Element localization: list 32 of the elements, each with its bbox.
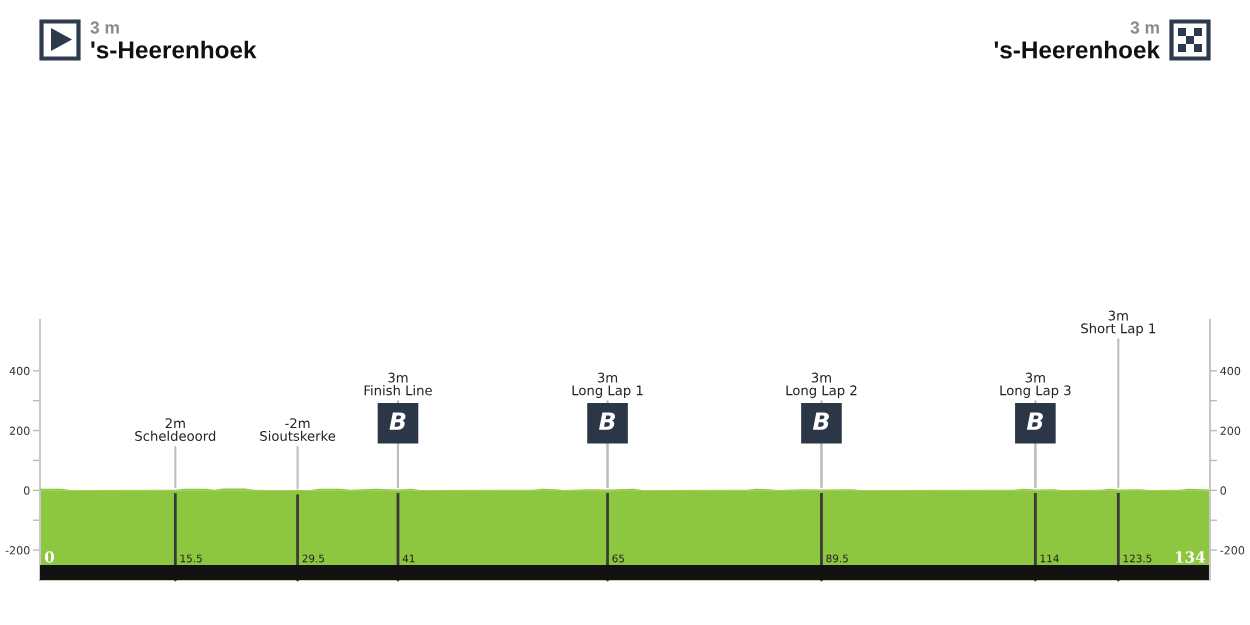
annotation: B <box>389 412 406 430</box>
y-tick-label: 400 <box>9 366 30 376</box>
ref-line-label: 123.5 <box>1123 554 1152 563</box>
annotation: B <box>1026 412 1043 430</box>
annotation: 3m Long Lap 3 <box>1000 372 1071 398</box>
ref-line-label: 65 <box>612 554 625 563</box>
y2-tick-label: 400 <box>1220 366 1241 376</box>
ref-line-label: 15.5 <box>180 554 202 563</box>
y2-tick-label: -200 <box>1220 546 1245 555</box>
y2-tick-label: 200 <box>1220 426 1241 435</box>
annotation: 0 <box>44 551 55 563</box>
annotation: 2m Scheldeoord <box>135 418 216 441</box>
y-tick-label: 200 <box>9 426 30 435</box>
annotation: 3m Finish Line <box>364 372 432 396</box>
y-tick-label: -200 <box>5 546 30 555</box>
annotation: 3m Short Lap 1 <box>1081 310 1156 336</box>
ref-line-label: 114 <box>1040 554 1059 563</box>
annotation: 3m Long Lap 1 <box>572 372 643 398</box>
text: 3 m <box>90 21 119 34</box>
ref-line-label: 29.5 <box>302 554 325 563</box>
annotation: B <box>812 412 829 430</box>
y2-tick-label: 0 <box>1220 486 1227 495</box>
ref-line-label: 89.5 <box>826 554 848 563</box>
annotation: 134 <box>1175 551 1206 563</box>
ref-line-label: 41 <box>402 554 415 563</box>
annotation: 3m Long Lap 2 <box>786 372 857 398</box>
text: 3 m <box>1130 21 1159 34</box>
annotation: B <box>599 412 616 430</box>
text: 's-Heerenhoek <box>91 40 257 59</box>
text: 's-Heerenhoek <box>994 40 1161 59</box>
y-tick-label: 0 <box>23 486 30 495</box>
annotation: -2m Sioutskerke <box>260 418 336 441</box>
